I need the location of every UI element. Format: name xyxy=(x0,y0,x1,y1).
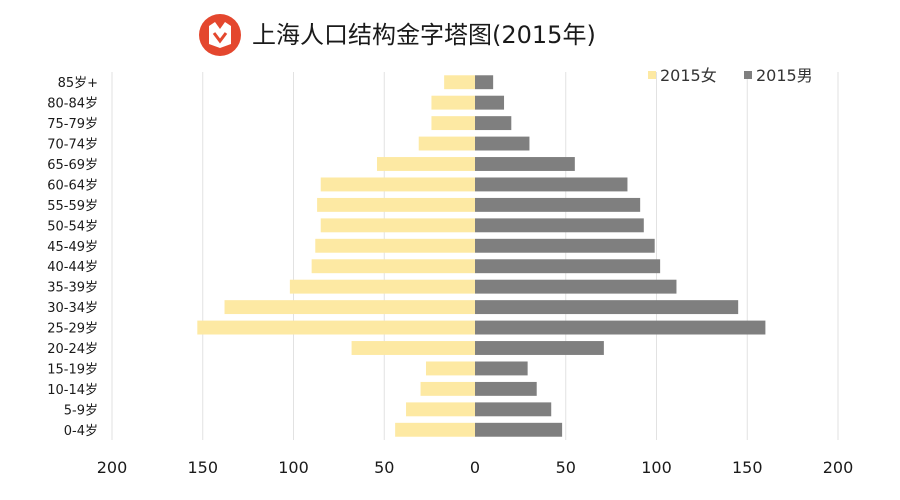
bar-female xyxy=(420,381,475,396)
bar-male xyxy=(475,402,552,417)
legend-swatch xyxy=(648,71,656,79)
bar-male xyxy=(475,136,530,151)
category-label: 55-59岁 xyxy=(47,199,98,214)
x-tick-label: 50 xyxy=(374,458,394,477)
x-tick-label: 0 xyxy=(470,458,480,477)
x-tick-label: 100 xyxy=(278,458,309,477)
bar-male xyxy=(475,320,766,335)
bar-female xyxy=(315,238,475,253)
logo-icon xyxy=(199,14,241,56)
grid-lines xyxy=(111,72,839,440)
category-label: 60-64岁 xyxy=(47,178,98,193)
bar-female xyxy=(224,300,475,315)
bar-male xyxy=(475,259,661,274)
x-tick-label: 150 xyxy=(187,458,218,477)
category-label: 15-19岁 xyxy=(47,362,98,377)
bar-female xyxy=(197,320,475,335)
category-label: 45-49岁 xyxy=(47,240,98,255)
bar-female xyxy=(376,157,475,171)
title-group: 上海人口结构金字塔图(2015年) xyxy=(199,14,596,56)
bar-male xyxy=(475,197,641,212)
category-label: 80-84岁 xyxy=(47,97,98,112)
bar-male xyxy=(475,218,644,233)
bar-male xyxy=(475,95,505,110)
category-label: 50-54岁 xyxy=(47,219,98,234)
bar-male xyxy=(475,341,604,355)
x-tick-label: 50 xyxy=(556,458,576,477)
bar-male xyxy=(475,116,512,131)
legend-label: 2015男 xyxy=(756,66,813,85)
category-label: 35-39岁 xyxy=(47,281,98,296)
bar-female xyxy=(289,279,475,294)
bar-female xyxy=(431,116,475,131)
category-label: 0-4岁 xyxy=(64,424,98,439)
chart-title: 上海人口结构金字塔图(2015年) xyxy=(252,21,596,49)
category-label: 25-29岁 xyxy=(47,322,98,337)
x-tick-label: 100 xyxy=(641,458,672,477)
bar-female xyxy=(311,259,475,274)
category-label: 70-74岁 xyxy=(47,138,98,153)
bar-female xyxy=(351,341,475,355)
category-labels: 85岁+ 80-84岁 75-79岁 70-74岁 65-69岁 60-64岁 55-59岁… xyxy=(47,76,98,439)
category-label: 65-69岁 xyxy=(47,158,98,173)
bar-male xyxy=(475,157,575,171)
bar-female xyxy=(418,136,475,151)
bar-female xyxy=(444,75,475,90)
category-label: 40-44岁 xyxy=(47,260,98,275)
bar-male xyxy=(475,177,628,192)
bar-female xyxy=(431,95,475,110)
x-tick-label: 150 xyxy=(732,458,763,477)
bar-female xyxy=(320,177,475,192)
legend-label: 2015女 xyxy=(660,66,717,85)
legend-swatch xyxy=(744,71,752,79)
bar-male xyxy=(475,300,739,315)
bar-female xyxy=(395,422,475,437)
x-tick-label: 200 xyxy=(97,458,128,477)
category-label: 5-9岁 xyxy=(64,403,98,418)
category-label: 30-34岁 xyxy=(47,301,98,316)
category-label: 10-14岁 xyxy=(47,383,98,398)
x-axis-tick-labels: 200 150 100 50 0 50 100 150 200 xyxy=(97,458,854,477)
category-label: 75-79岁 xyxy=(47,117,98,132)
bar-male xyxy=(475,238,655,253)
bars xyxy=(197,75,766,437)
bar-male xyxy=(475,361,528,376)
x-tick-label: 200 xyxy=(823,458,854,477)
bar-male xyxy=(475,381,537,396)
category-label: 85岁+ xyxy=(58,76,98,91)
bar-female xyxy=(320,218,475,233)
bar-female xyxy=(425,361,475,376)
bar-male xyxy=(475,422,563,437)
category-label: 20-24岁 xyxy=(47,342,98,357)
bar-male xyxy=(475,279,677,294)
legend: 2015女 2015男 xyxy=(648,66,813,85)
bar-female xyxy=(317,197,475,212)
bar-female xyxy=(406,402,475,417)
bar-male xyxy=(475,75,494,90)
